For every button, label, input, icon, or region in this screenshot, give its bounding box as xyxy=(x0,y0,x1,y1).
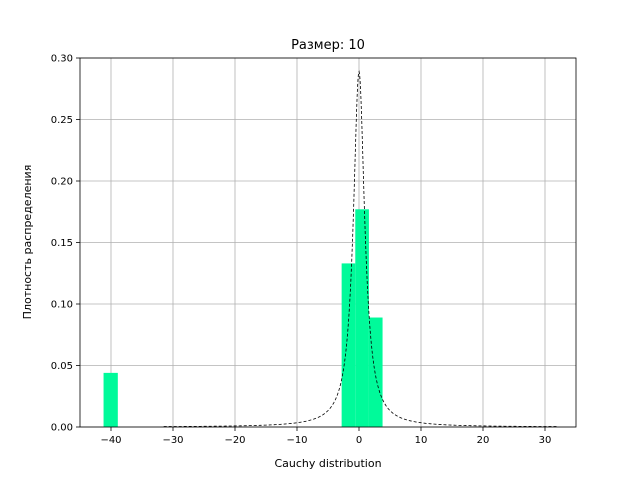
histogram-bar xyxy=(341,263,356,427)
y-tick-label: 0.30 xyxy=(51,54,73,65)
y-axis-label: Плотность распределения xyxy=(21,165,34,320)
y-tick-label: 0.00 xyxy=(51,423,73,434)
chart-title: Размер: 10 xyxy=(291,38,365,53)
x-tick-label: 0 xyxy=(356,435,362,446)
density-curve xyxy=(163,70,558,427)
y-tick-label: 0.05 xyxy=(51,361,73,372)
histogram-bar xyxy=(103,372,118,427)
grid-lines xyxy=(80,57,576,428)
histogram-bar xyxy=(355,209,369,427)
x-tick-label: −40 xyxy=(100,435,121,446)
x-tick-label: 10 xyxy=(415,435,428,446)
x-tick-label: −30 xyxy=(162,435,183,446)
y-tick-label: 0.20 xyxy=(51,177,73,188)
y-tick-label: 0.25 xyxy=(51,115,73,126)
x-tick-label: 30 xyxy=(539,435,552,446)
histogram-bars xyxy=(103,209,383,427)
histogram-bar xyxy=(368,317,383,427)
x-axis-label: Cauchy distribution xyxy=(274,457,381,470)
cauchy-density-line xyxy=(163,70,558,427)
x-tick-label: −20 xyxy=(224,435,245,446)
axis-ticks: −40 −30 −20 −10 0 10 20 30 0.00 0.05 0.10 0.15 0.20 0… xyxy=(51,54,552,447)
y-tick-label: 0.10 xyxy=(51,300,73,311)
y-tick-label: 0.15 xyxy=(51,238,73,249)
x-tick-label: −10 xyxy=(286,435,307,446)
x-tick-label: 20 xyxy=(477,435,490,446)
